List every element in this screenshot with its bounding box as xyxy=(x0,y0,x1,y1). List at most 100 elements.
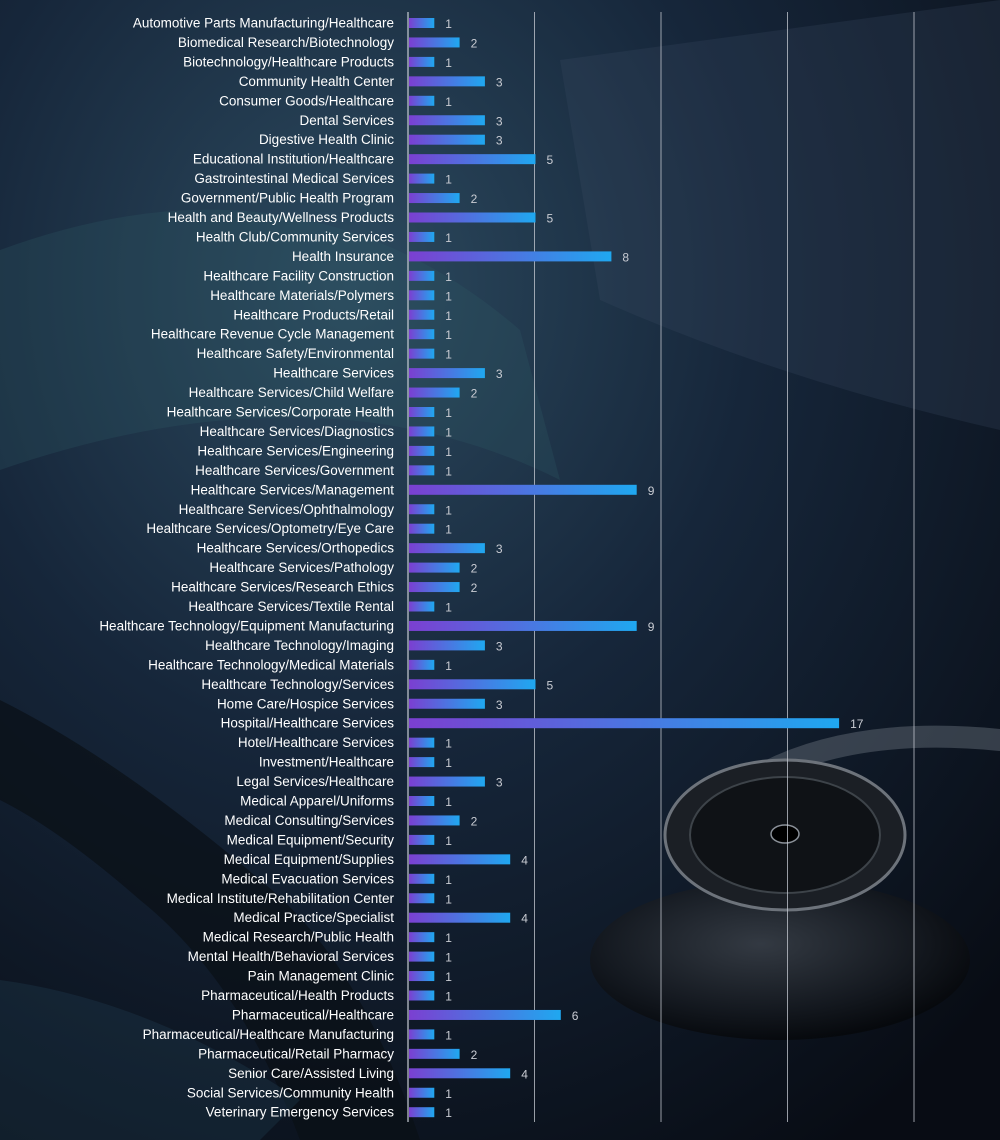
bar xyxy=(409,912,511,923)
value-label: 1 xyxy=(445,173,452,187)
value-label: 1 xyxy=(445,970,452,984)
category-label: Healthcare Technology/Services xyxy=(201,677,394,692)
category-label: Biotechnology/Healthcare Products xyxy=(183,54,394,69)
value-label: 1 xyxy=(445,873,452,887)
bar xyxy=(409,834,435,845)
category-label: Educational Institution/Healthcare xyxy=(193,152,394,167)
category-label: Healthcare Technology/Medical Materials xyxy=(148,657,394,672)
category-label: Government/Public Health Program xyxy=(181,191,394,206)
category-label: Medical Consulting/Services xyxy=(224,813,394,828)
bar xyxy=(409,465,435,476)
bar xyxy=(409,796,435,806)
bar xyxy=(409,270,435,281)
value-label: 5 xyxy=(547,212,554,226)
value-label: 9 xyxy=(648,484,655,498)
bar xyxy=(409,426,435,437)
value-label: 1 xyxy=(445,309,452,323)
category-label: Medical Institute/Rehabilitation Center xyxy=(167,891,395,906)
category-label: Pharmaceutical/Healthcare Manufacturing xyxy=(143,1027,394,1042)
value-label: 1 xyxy=(445,951,452,965)
bar xyxy=(409,1107,435,1118)
category-label: Legal Services/Healthcare xyxy=(236,774,394,789)
category-label: Healthcare Services/Orthopedics xyxy=(197,541,395,556)
bar xyxy=(409,757,435,768)
category-label: Healthcare Materials/Polymers xyxy=(210,288,394,303)
bars xyxy=(409,18,840,1118)
category-label: Healthcare Services/Diagnostics xyxy=(200,424,395,439)
bar xyxy=(409,231,435,242)
value-label: 3 xyxy=(496,542,503,556)
category-label: Healthcare Services/Child Welfare xyxy=(189,385,394,400)
bar xyxy=(409,640,485,651)
category-label: Medical Evacuation Services xyxy=(221,871,394,886)
category-label: Healthcare Safety/Environmental xyxy=(197,346,394,361)
value-label: 1 xyxy=(445,659,452,673)
category-label: Veterinary Emergency Services xyxy=(206,1105,395,1120)
value-label: 1 xyxy=(445,95,452,109)
category-label: Healthcare Technology/Imaging xyxy=(205,638,394,653)
bar xyxy=(409,562,460,573)
category-label: Pharmaceutical/Health Products xyxy=(201,988,394,1003)
bar xyxy=(409,776,485,787)
value-label: 2 xyxy=(471,192,478,206)
value-label: 9 xyxy=(648,620,655,634)
category-label: Medical Apparel/Uniforms xyxy=(240,794,394,809)
bar xyxy=(409,95,435,106)
category-label: Healthcare Services/Research Ethics xyxy=(171,580,394,595)
bar xyxy=(409,154,536,165)
category-label: Pharmaceutical/Retail Pharmacy xyxy=(198,1046,394,1061)
value-label: 4 xyxy=(521,853,528,867)
bar xyxy=(409,971,435,982)
value-label: 3 xyxy=(496,134,503,148)
value-label: 2 xyxy=(471,387,478,401)
bar xyxy=(409,309,435,320)
bar xyxy=(409,1029,435,1040)
category-label: Hospital/Healthcare Services xyxy=(221,716,395,731)
value-labels: 1 2 1 3 1 3 3 5 1 2 5 1 8 1 1 1 1 1 3 2 1 1 1 1 9 1 1 3 2 2 1 9 3 1 5 3 17 1 1… xyxy=(445,17,863,1120)
bar xyxy=(409,348,435,359)
category-label: Medical Research/Public Health xyxy=(203,930,394,945)
bar xyxy=(409,679,536,690)
bar xyxy=(409,445,435,456)
value-label: 1 xyxy=(445,1087,452,1101)
value-label: 3 xyxy=(496,776,503,790)
category-label: Senior Care/Assisted Living xyxy=(228,1066,394,1081)
category-label: Mental Health/Behavioral Services xyxy=(188,949,395,964)
category-label: Healthcare Services/Ophthalmology xyxy=(179,502,395,517)
category-label: Healthcare Revenue Cycle Management xyxy=(151,327,394,342)
bar xyxy=(409,504,435,515)
bar xyxy=(409,407,435,417)
category-label: Healthcare Services xyxy=(273,366,394,381)
value-label: 1 xyxy=(445,464,452,478)
value-label: 1 xyxy=(445,425,452,439)
value-label: 1 xyxy=(445,17,452,31)
value-label: 1 xyxy=(445,834,452,848)
bar xyxy=(409,329,435,340)
category-label: Healthcare Services/Corporate Health xyxy=(167,405,394,420)
bar xyxy=(409,1087,435,1098)
category-label: Healthcare Services/Engineering xyxy=(197,443,394,458)
category-label: Consumer Goods/Healthcare xyxy=(219,93,394,108)
bar xyxy=(409,1009,561,1020)
category-label: Healthcare Technology/Equipment Manufact… xyxy=(99,618,394,633)
value-label: 4 xyxy=(521,912,528,926)
bar xyxy=(409,56,435,67)
category-label: Hotel/Healthcare Services xyxy=(238,735,394,750)
value-label: 3 xyxy=(496,639,503,653)
category-label: Health Club/Community Services xyxy=(196,229,394,244)
category-label: Healthcare Facility Construction xyxy=(203,268,394,283)
category-label: Health Insurance xyxy=(292,249,394,264)
category-label: Healthcare Services/Management xyxy=(191,482,395,497)
bar xyxy=(409,582,460,593)
category-label: Biomedical Research/Biotechnology xyxy=(178,35,394,50)
value-label: 1 xyxy=(445,406,452,420)
bar xyxy=(409,251,612,262)
category-label: Pain Management Clinic xyxy=(248,969,395,984)
category-label: Community Health Center xyxy=(239,74,395,89)
category-label: Healthcare Services/Textile Rental xyxy=(188,599,394,614)
bar xyxy=(409,620,637,631)
bar xyxy=(409,115,485,126)
bar xyxy=(409,698,485,709)
value-label: 6 xyxy=(572,1009,579,1023)
